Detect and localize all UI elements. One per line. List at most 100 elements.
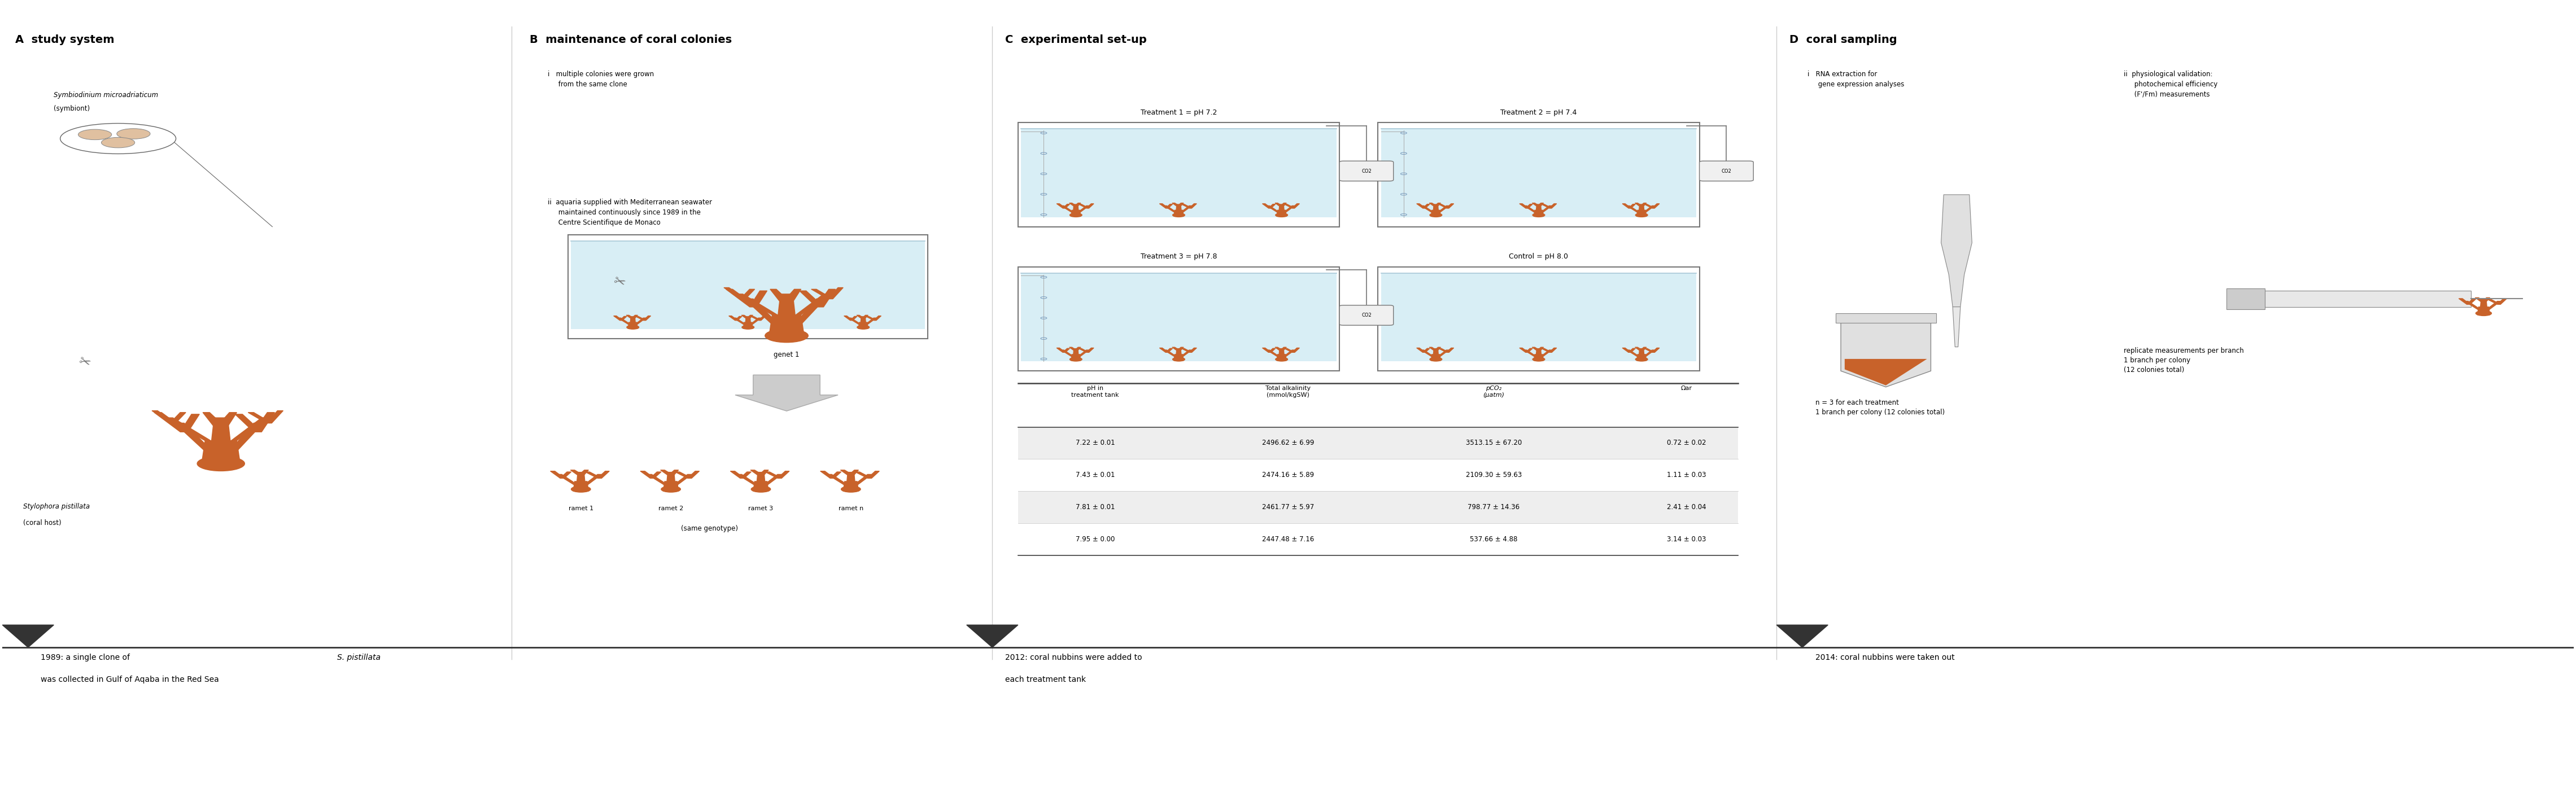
- Polygon shape: [1267, 348, 1275, 352]
- Polygon shape: [636, 317, 647, 320]
- Polygon shape: [1417, 204, 1425, 208]
- Text: 2461.77 ± 5.97: 2461.77 ± 5.97: [1262, 504, 1314, 511]
- Polygon shape: [229, 423, 263, 451]
- Circle shape: [662, 486, 680, 492]
- Polygon shape: [744, 317, 750, 323]
- Bar: [1018, 267, 1340, 371]
- Polygon shape: [1077, 206, 1090, 213]
- Polygon shape: [1623, 204, 1631, 208]
- Polygon shape: [1641, 203, 1646, 206]
- Text: pCO₂
(μatm): pCO₂ (μatm): [1484, 385, 1504, 398]
- Polygon shape: [211, 418, 232, 447]
- Circle shape: [1172, 357, 1185, 361]
- Polygon shape: [1064, 204, 1069, 208]
- Polygon shape: [873, 316, 881, 320]
- Polygon shape: [747, 315, 752, 318]
- Polygon shape: [1540, 204, 1551, 208]
- Text: genet 1: genet 1: [773, 351, 799, 358]
- Polygon shape: [155, 413, 188, 432]
- Polygon shape: [1285, 348, 1296, 352]
- Polygon shape: [1278, 349, 1285, 355]
- Polygon shape: [1520, 204, 1528, 208]
- Polygon shape: [2478, 307, 2491, 315]
- Polygon shape: [1437, 350, 1448, 357]
- Polygon shape: [1180, 206, 1193, 213]
- Circle shape: [1533, 213, 1546, 217]
- Polygon shape: [827, 475, 848, 485]
- Polygon shape: [750, 318, 760, 325]
- Polygon shape: [675, 472, 693, 478]
- Polygon shape: [1077, 350, 1090, 357]
- Polygon shape: [232, 418, 268, 441]
- Polygon shape: [1422, 204, 1430, 208]
- Polygon shape: [739, 472, 752, 478]
- Polygon shape: [848, 472, 855, 483]
- Polygon shape: [1172, 203, 1180, 206]
- Polygon shape: [796, 294, 829, 315]
- Polygon shape: [840, 470, 853, 476]
- Circle shape: [1069, 357, 1082, 361]
- Polygon shape: [1643, 204, 1654, 208]
- Text: 2496.62 ± 6.99: 2496.62 ± 6.99: [1262, 439, 1314, 447]
- Polygon shape: [729, 316, 737, 320]
- Polygon shape: [750, 291, 768, 307]
- Bar: [1381, 273, 1698, 361]
- Polygon shape: [1262, 348, 1270, 352]
- Text: 3.14 ± 0.03: 3.14 ± 0.03: [1667, 535, 1705, 543]
- Polygon shape: [1422, 206, 1435, 213]
- Polygon shape: [1182, 204, 1193, 208]
- Bar: [1020, 273, 1337, 361]
- Polygon shape: [626, 315, 634, 318]
- Text: 7.81 ± 0.01: 7.81 ± 0.01: [1077, 504, 1115, 511]
- Polygon shape: [252, 413, 276, 432]
- Polygon shape: [1175, 355, 1182, 360]
- Circle shape: [1636, 213, 1649, 217]
- Circle shape: [77, 129, 111, 139]
- FancyBboxPatch shape: [1340, 161, 1394, 181]
- Polygon shape: [781, 289, 801, 304]
- Polygon shape: [1275, 203, 1283, 206]
- Text: 2109.30 ± 59.63: 2109.30 ± 59.63: [1466, 472, 1522, 479]
- Bar: [2226, 289, 2264, 310]
- Polygon shape: [1072, 355, 1082, 360]
- Polygon shape: [866, 318, 876, 325]
- Polygon shape: [1842, 323, 1932, 387]
- Polygon shape: [1293, 204, 1298, 208]
- Polygon shape: [585, 472, 603, 478]
- Polygon shape: [1942, 195, 1973, 307]
- Polygon shape: [770, 289, 791, 304]
- Text: 7.95 ± 0.00: 7.95 ± 0.00: [1077, 535, 1115, 543]
- Polygon shape: [757, 316, 765, 320]
- Polygon shape: [1651, 204, 1659, 208]
- Polygon shape: [1628, 204, 1636, 208]
- Text: 2014: coral nubbins were taken out: 2014: coral nubbins were taken out: [1816, 654, 1955, 662]
- Polygon shape: [621, 317, 626, 320]
- Bar: [572, 241, 925, 330]
- Polygon shape: [2496, 298, 2506, 305]
- Polygon shape: [1638, 349, 1643, 355]
- Polygon shape: [853, 475, 871, 485]
- Text: Ωar: Ωar: [1682, 385, 1692, 391]
- Polygon shape: [1548, 204, 1556, 208]
- Polygon shape: [757, 472, 765, 483]
- Polygon shape: [1087, 348, 1095, 352]
- Polygon shape: [762, 475, 781, 485]
- Text: Treatment 1 = pH 7.2: Treatment 1 = pH 7.2: [1141, 109, 1216, 116]
- Circle shape: [1172, 213, 1185, 217]
- Polygon shape: [768, 315, 804, 339]
- Polygon shape: [1533, 203, 1540, 206]
- Polygon shape: [662, 481, 677, 491]
- Text: ✂: ✂: [611, 274, 629, 291]
- Polygon shape: [1643, 206, 1654, 213]
- Polygon shape: [1533, 210, 1543, 216]
- Polygon shape: [647, 475, 667, 485]
- Polygon shape: [855, 472, 871, 478]
- Polygon shape: [1953, 307, 1960, 347]
- Polygon shape: [1190, 204, 1198, 208]
- Text: CO2: CO2: [1360, 168, 1370, 173]
- Polygon shape: [1625, 206, 1641, 213]
- Polygon shape: [1074, 347, 1082, 351]
- Polygon shape: [1079, 204, 1090, 208]
- Polygon shape: [1280, 203, 1285, 206]
- Text: 798.77 ± 14.36: 798.77 ± 14.36: [1468, 504, 1520, 511]
